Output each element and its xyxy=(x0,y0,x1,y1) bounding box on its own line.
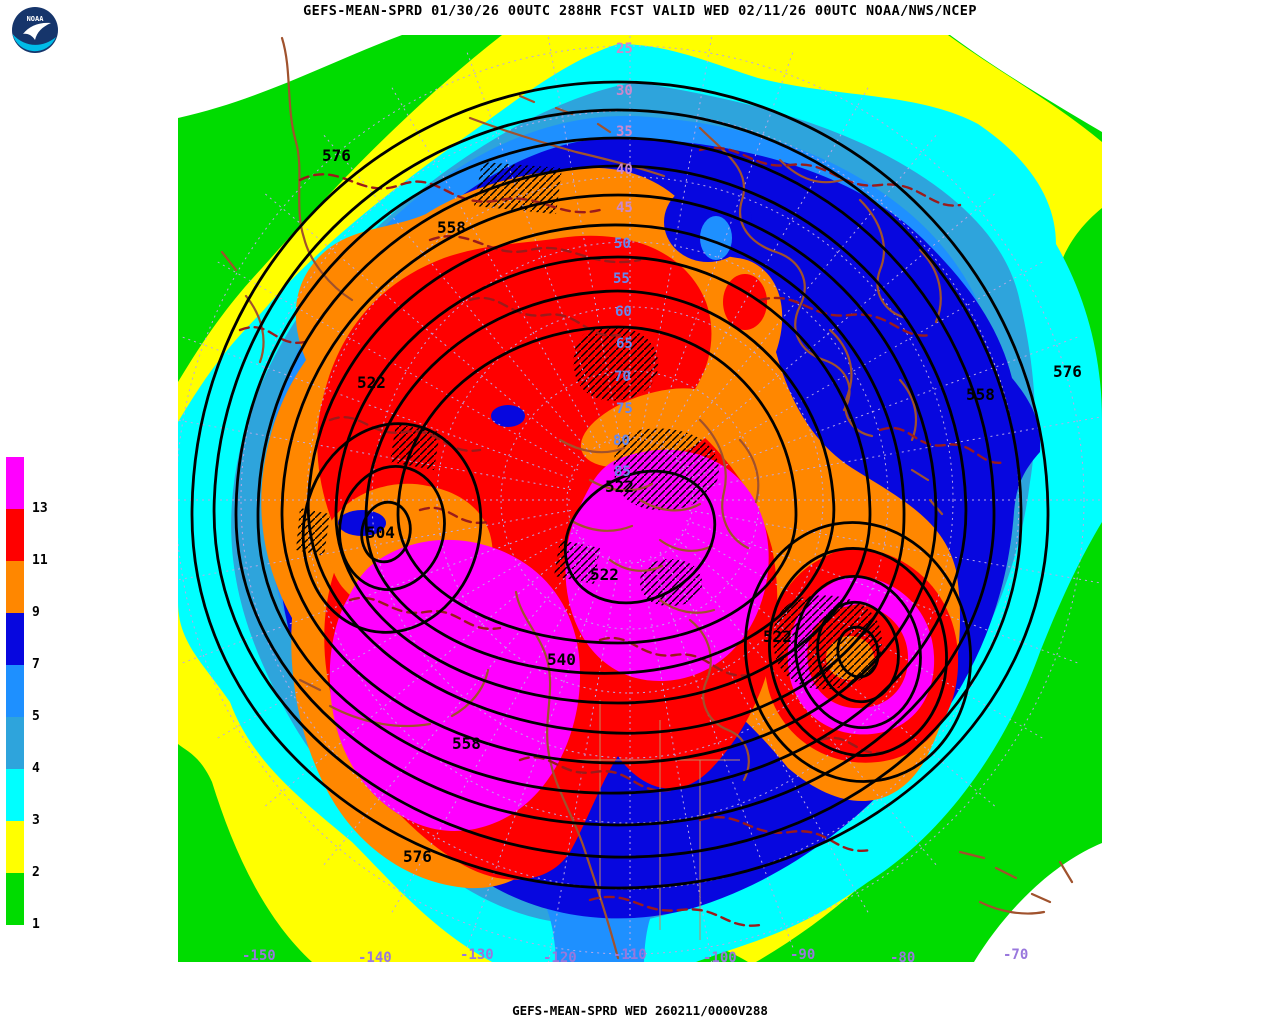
spread-magenta-southwest xyxy=(329,539,581,831)
height-contour-516 xyxy=(301,422,483,634)
chart-title: GEFS-MEAN-SPRD 01/30/26 00UTC 288HR FCST… xyxy=(303,3,977,19)
colorbar-block-orange xyxy=(6,561,24,613)
longitude-label: -110 xyxy=(613,947,647,963)
colorbar-label: 5 xyxy=(32,709,40,724)
height-contour-522 xyxy=(816,600,900,704)
height-contour-label: 576 xyxy=(1053,362,1082,381)
height-contour-558 xyxy=(256,164,968,795)
vorticity-hatching xyxy=(296,162,883,690)
height-contours xyxy=(190,80,1050,890)
longitude-label: -140 xyxy=(358,950,392,966)
height-contour-label: 522 xyxy=(763,627,792,646)
longitude-labels: -150 -140 -130 -120 -110 -100 -90 -80 -70 xyxy=(242,947,1028,966)
height-contour-label: 558 xyxy=(966,385,995,404)
colorbar-label: 4 xyxy=(32,761,40,776)
colorbar-label: 2 xyxy=(32,865,40,880)
height-contour-label: 558 xyxy=(437,218,466,237)
height-contour-546 xyxy=(307,223,906,735)
spread-dodger-notch xyxy=(700,216,732,260)
latitude-label: 45 xyxy=(616,200,633,216)
noaa-logo-sea xyxy=(12,34,56,52)
footer-line-1: GEFS-MEAN-SPRD WED 260211/0000V288 xyxy=(512,1003,768,1018)
longitude-label: -90 xyxy=(790,947,815,963)
height-contour-528 xyxy=(396,325,798,645)
latitude-label: 30 xyxy=(616,83,633,99)
height-contour-534 xyxy=(364,289,836,675)
colorbar-label: 3 xyxy=(32,813,40,828)
contour-labels: 576 558 522 504 522 522 540 558 576 558 576 522 xyxy=(322,146,1082,866)
height-contour-528 xyxy=(794,574,922,730)
latitude-label: 40 xyxy=(616,162,633,178)
colorbar-label: 7 xyxy=(32,657,40,672)
coastlines xyxy=(220,36,1074,960)
height-contour-label: 522 xyxy=(605,477,634,496)
longitude-label: -150 xyxy=(242,948,276,964)
noaa-logo: NOAA xyxy=(12,7,58,53)
longitude-label: -100 xyxy=(703,950,737,966)
height-contour-label: 522 xyxy=(357,373,386,392)
colorbar-block-cyan xyxy=(6,769,24,821)
longitude-label: -130 xyxy=(460,947,494,963)
latitude-label: 50 xyxy=(614,236,631,252)
colorbar-label: 9 xyxy=(32,605,40,620)
latitude-label: 85 xyxy=(614,464,631,480)
height-contour-534 xyxy=(768,547,948,757)
height-contour-label: 576 xyxy=(403,847,432,866)
noaa-logo-text: NOAA xyxy=(27,15,45,23)
colorbar-block-dodger xyxy=(6,665,24,717)
colorbar-block-green xyxy=(6,873,24,925)
longitude-label: -120 xyxy=(543,950,577,966)
height-contour-label: 558 xyxy=(452,734,481,753)
colorbar-block-red xyxy=(6,509,24,561)
latitude-labels-upper: 25 30 35 40 45 xyxy=(616,41,633,216)
latitude-label: 70 xyxy=(614,369,631,385)
latitude-label: 55 xyxy=(613,271,630,287)
spread-red-patch xyxy=(723,274,767,330)
height-contour-522 xyxy=(563,469,717,605)
latitude-label: 80 xyxy=(613,433,630,449)
height-contour-552 xyxy=(280,193,938,765)
height-contour-576 xyxy=(190,80,1050,890)
height-contour-540 xyxy=(744,521,972,783)
height-contour-label: 540 xyxy=(547,650,576,669)
colorbar-block-white xyxy=(6,925,24,977)
latitude-label: 35 xyxy=(616,124,633,140)
spread-darkblue-spot2 xyxy=(491,405,525,427)
longitude-label: -70 xyxy=(1003,947,1028,963)
height-contour-label: 504 xyxy=(366,523,395,542)
noaa-bird-icon xyxy=(23,22,51,40)
latitude-label: 60 xyxy=(615,304,632,320)
latitude-label: 65 xyxy=(616,336,633,352)
colorbar-block-magenta xyxy=(6,457,24,509)
colorbar-block-steel xyxy=(6,717,24,769)
height-contour-540 xyxy=(334,255,872,705)
colorbar-label: 13 xyxy=(32,501,48,516)
height-contour-516 xyxy=(836,625,880,679)
footer-captions: GEFS-MEAN-SPRD WED 260211/0000V288 500MB… xyxy=(0,982,1280,1024)
height-contour-label: 522 xyxy=(590,565,619,584)
colorbar-label: 1 xyxy=(32,917,40,932)
height-contour-564 xyxy=(234,136,996,827)
colorbar-block-darkblue xyxy=(6,613,24,665)
longitude-label: -80 xyxy=(890,950,915,966)
height-contour-504 xyxy=(360,500,412,564)
height-contour-label: 576 xyxy=(322,146,351,165)
height-contour-570 xyxy=(212,108,1023,859)
colorbar-block-yellow xyxy=(6,821,24,873)
height-contour-510 xyxy=(338,464,446,592)
state-borders xyxy=(560,700,740,940)
latitude-labels-lower: 50 55 60 65 70 75 80 85 xyxy=(613,236,633,480)
vorticity-contours xyxy=(238,146,1007,927)
latitude-label: 75 xyxy=(616,401,633,417)
colorbar-label: 11 xyxy=(32,553,48,568)
latitude-label: 25 xyxy=(616,41,633,57)
